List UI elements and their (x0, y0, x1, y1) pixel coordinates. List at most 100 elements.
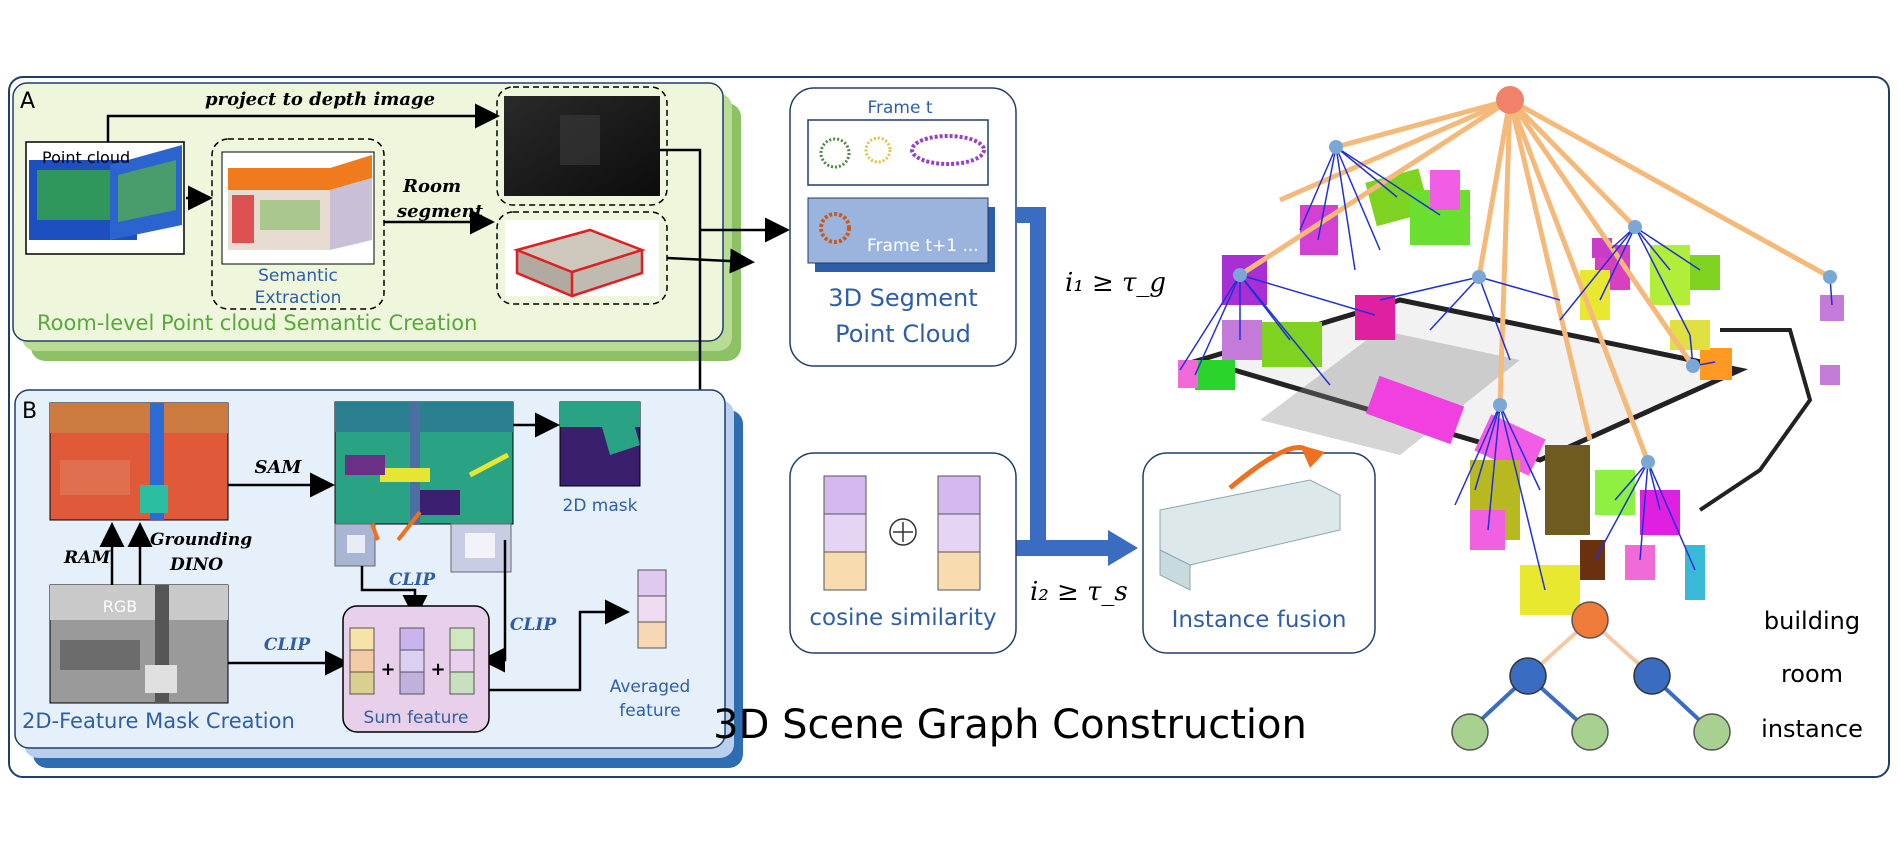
frame-t1-label: Frame t+1 ... (867, 236, 979, 256)
depth-connector (660, 148, 702, 230)
frame-t-cluster-green (819, 137, 851, 169)
rgb-seg-ceiling (50, 403, 228, 433)
re-4d (1634, 226, 1691, 336)
legend-instance-node-2 (1571, 713, 1609, 751)
clip-label-3: CLIP (264, 635, 311, 655)
cosine-panel: cosine similarity (789, 452, 1017, 654)
threshold-i1: i₁ ≥ τ_g (1065, 268, 1166, 298)
panel-b: B RGB RAM Grounding DINO SAM (14, 389, 743, 768)
legend-room-node-2 (1633, 657, 1671, 695)
avg-arrow (489, 599, 630, 692)
threshold-i2: i₂ ≥ τ_s (1030, 577, 1128, 607)
semantic-label-2: Extraction (255, 288, 342, 308)
sam-column (410, 402, 420, 524)
re-1e (1317, 146, 1337, 241)
floor-wall (1698, 328, 1813, 512)
room-point-side (572, 250, 642, 296)
legend-instance-node-1 (1451, 713, 1489, 751)
cos-cube-2c (937, 551, 981, 591)
clip-arrow-1 (360, 566, 428, 620)
room-node-3 (1472, 270, 1486, 284)
edge-b-r9 (1279, 97, 1511, 203)
building-edges (1238, 97, 1832, 463)
edge-b-r2 (1238, 97, 1512, 278)
sam-yellow (380, 468, 430, 482)
panel-a-title: Room-level Point cloud Semantic Creation (37, 311, 477, 335)
crop-1-chair (347, 535, 365, 553)
depth-image-box (496, 86, 668, 206)
rgb-seg-kitchen (60, 460, 130, 495)
averaged-label-2: feature (619, 701, 680, 721)
frame-t1-box (807, 197, 989, 264)
point-cloud-label: Point cloud (42, 148, 130, 167)
cos-cube-1b (823, 513, 867, 553)
edge-b-r3 (1476, 99, 1513, 278)
furn-10 (1355, 295, 1395, 340)
main-title: 3D Scene Graph Construction (713, 702, 1307, 748)
room-node-6 (1493, 398, 1507, 412)
mask-label: 2D mask (563, 496, 638, 516)
room-edges (1179, 146, 1833, 591)
legend-room-label: room (1781, 660, 1843, 688)
legend-tree: building room instance (1451, 601, 1863, 751)
fusion-arrow-head (1108, 530, 1138, 566)
re-4b (1634, 226, 1671, 271)
furn-25 (1470, 510, 1505, 550)
furn-24 (1640, 490, 1680, 535)
re-5e (1499, 404, 1546, 591)
frame-t-cluster-purple (910, 134, 986, 166)
rgb-furniture (60, 640, 140, 670)
panel-a-letter: A (20, 89, 35, 114)
plus-1: + (380, 659, 395, 680)
re-2e (1239, 274, 1376, 316)
sum-cube-2b (399, 649, 425, 673)
cos-cube-2a (937, 475, 981, 515)
re-3d (1478, 276, 1511, 361)
grounding-label-2: DINO (169, 555, 223, 575)
re-6c (1639, 461, 1649, 561)
room-node-2 (1233, 268, 1247, 282)
sum-cube-1b (349, 649, 375, 673)
sum-cube-2a (399, 627, 425, 651)
sum-cube-1c (349, 671, 375, 695)
rgb-seg-chair (140, 485, 168, 513)
sum-cube-1a (349, 627, 375, 651)
fusion-arrow-body (1016, 207, 1110, 556)
plus-2: + (430, 659, 445, 680)
panel-b-letter: B (22, 399, 37, 424)
furn-22 (1545, 445, 1590, 535)
re-1c (1335, 146, 1441, 216)
project-label: project to depth image (205, 89, 435, 110)
edge-b-r8 (1507, 98, 1696, 368)
legend-building-node (1571, 601, 1609, 639)
furn-15 (1690, 255, 1720, 290)
furn-28 (1520, 565, 1580, 615)
sum-cube-3a (449, 627, 475, 651)
re-1d (1335, 146, 1356, 271)
room-node-4 (1628, 220, 1642, 234)
sam-chair (420, 490, 460, 515)
grounding-label-1: Grounding (150, 530, 252, 550)
furniture (1178, 168, 1844, 615)
fusion-panel: Instance fusion (1142, 445, 1376, 654)
averaged-label-1: Averaged (610, 677, 691, 697)
semantic-green (260, 200, 320, 230)
room-node-5 (1823, 270, 1837, 284)
oplus-circle (889, 518, 917, 546)
furn-23 (1595, 470, 1635, 515)
re-6b (1647, 461, 1661, 511)
room-node-1 (1329, 140, 1343, 154)
re-6a (1614, 461, 1649, 501)
sam-label: SAM (255, 457, 303, 478)
re-5a (1474, 404, 1501, 491)
segment-title-1: 3D Segment (828, 284, 977, 312)
furn-26 (1625, 545, 1655, 580)
cos-cube-2b (937, 513, 981, 553)
re-1b (1335, 146, 1398, 198)
legend-instance-label: instance (1761, 715, 1863, 743)
re-1a (1299, 146, 1337, 231)
clip-label-2: CLIP (510, 615, 557, 635)
furn-3 (1430, 170, 1460, 210)
cosine-label: cosine similarity (809, 605, 996, 631)
